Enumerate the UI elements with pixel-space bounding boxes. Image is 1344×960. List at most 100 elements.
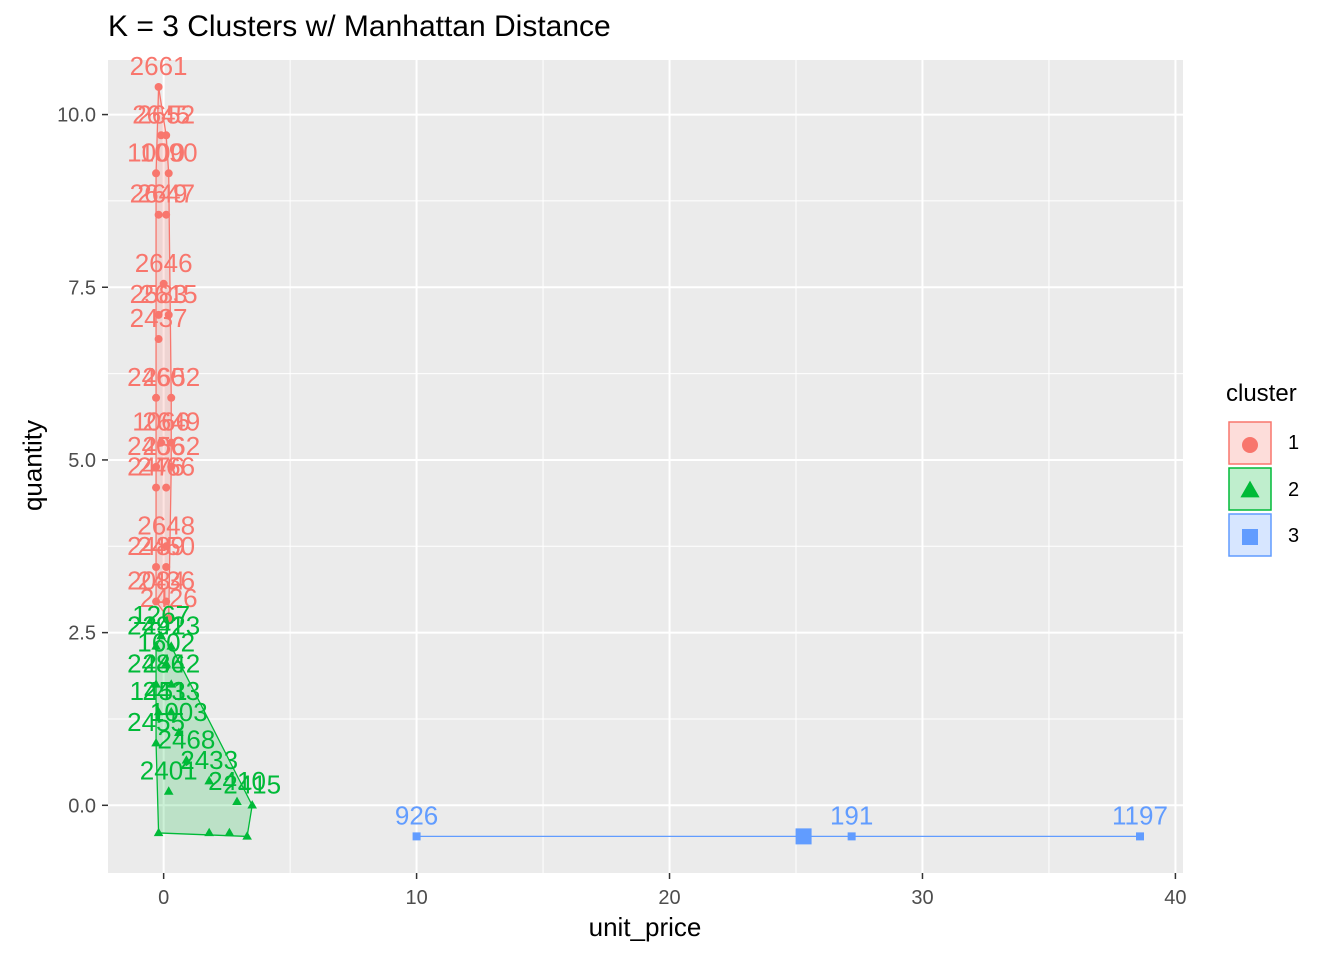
cluster-1-point-label: 2084: [127, 566, 185, 596]
cluster-1-point: [152, 563, 161, 572]
cluster-2-point: [174, 727, 184, 736]
cluster-2-point-label: 2433: [180, 745, 238, 775]
cluster-2-point-label: 2423: [142, 610, 200, 640]
cluster-1-point: [154, 335, 163, 344]
cluster-1-point-label: 2647: [137, 179, 195, 209]
legend-key-3-shape: [1242, 529, 1258, 545]
cluster-1-point-label: 2648: [137, 510, 195, 540]
cluster-1-point-label: 2406: [127, 431, 185, 461]
cluster-1-point-label: 2645: [132, 99, 190, 129]
cluster-2-point: [166, 641, 177, 650]
y-tick-label: 7.5: [68, 277, 96, 299]
cluster-1-point-label: 2649: [142, 407, 200, 437]
cluster-1-point: [162, 131, 171, 140]
cluster-1-point-label: 2450: [137, 531, 195, 561]
cluster-2-point-label: 2415: [223, 769, 281, 799]
cluster-2-point: [163, 786, 174, 795]
cluster-1-point: [152, 483, 161, 492]
cluster-1-point: [154, 310, 163, 319]
cluster-1-point: [162, 483, 171, 492]
cluster-1-point-label: 1066: [132, 407, 190, 437]
y-tick-label: 10.0: [57, 105, 96, 127]
y-tick-label: 2.5: [68, 623, 96, 645]
cluster-2-point-label: 1267: [132, 600, 190, 630]
cluster-2-point: [247, 800, 257, 809]
cluster-1-point-label: 1090: [140, 137, 198, 167]
legend: [1228, 421, 1272, 557]
cluster-3-point: [1136, 832, 1144, 841]
cluster-2-point: [151, 679, 161, 688]
cluster-1-point: [162, 210, 171, 219]
major-gridlines: [108, 60, 1183, 873]
cluster-3-centroid: [795, 828, 812, 845]
cluster-3-point-label: 191: [830, 800, 873, 830]
cluster-2-point-label: 2491: [127, 610, 185, 640]
cluster-1-point-label: 1000: [127, 137, 185, 167]
cluster-3-point-label: 926: [395, 800, 438, 830]
cluster-3-point-label: 1197: [1112, 800, 1168, 830]
cluster-2-point: [166, 706, 177, 716]
plot-panel: [108, 60, 1183, 873]
cluster-2-point: [151, 737, 161, 747]
cluster-1-point: [152, 393, 161, 402]
cluster-2-point-label: 2455: [127, 707, 185, 737]
cluster-2-point: [153, 827, 164, 837]
cluster-1-point: [152, 597, 161, 606]
x-tick-label: 30: [911, 887, 933, 909]
cluster-1-point-label: 2652: [137, 99, 195, 129]
y-tick-label: 0.0: [68, 795, 96, 817]
y-tick-label: 5.0: [68, 450, 96, 472]
x-tick-label: 40: [1164, 887, 1186, 909]
legend-key-3: [1228, 513, 1272, 557]
x-tick-label: 20: [658, 887, 680, 909]
cluster-1-point-label: 2460: [127, 362, 185, 392]
cluster-1-point-label: 2652: [142, 362, 200, 392]
cluster-2-point: [242, 831, 252, 840]
cluster-2-point-label: 2433: [142, 676, 200, 706]
cluster-2-point: [224, 827, 235, 837]
point-labels: 2661264526521000109026492647264625832615…: [127, 51, 1168, 830]
cluster-1-point-label: 2437: [130, 303, 188, 333]
cluster-2-point: [181, 755, 192, 764]
cluster-2-point: [151, 641, 161, 650]
cluster-1-point: [162, 563, 171, 572]
cluster-2-point: [232, 796, 242, 806]
cluster-1-point: [162, 597, 171, 606]
legend-key-1-shape: [1242, 437, 1258, 453]
cluster-2-point-label: 2401: [140, 755, 198, 785]
cluster-1-point: [159, 279, 168, 288]
cluster-2-point-label: 2486: [127, 648, 185, 678]
cluster-1-point: [157, 438, 166, 447]
x-tick-label: 10: [405, 887, 427, 909]
cluster-1-point-label: 2583: [130, 279, 188, 309]
cluster-1-point: [152, 169, 161, 178]
cluster-2-point-label: 2442: [142, 648, 200, 678]
x-axis-label: unit_price: [588, 912, 702, 942]
cluster-1-point: [164, 614, 173, 623]
cluster-1-point: [152, 462, 161, 471]
cluster-1-point: [167, 462, 176, 471]
cluster-1-point-label: 2476: [127, 452, 185, 482]
cluster-1-point: [164, 310, 173, 319]
cluster-1-point-label: 2649: [130, 179, 188, 209]
cluster-2-point: [153, 706, 164, 716]
cluster-2-point-label: 2410: [208, 766, 266, 796]
legend-label-3: 3: [1288, 525, 1300, 547]
cluster-2-point-label: 1602: [137, 628, 195, 658]
axis-ticks: 0 10 20 30 40 0.0 2.5 5.0 7.5 10.0: [57, 105, 1186, 909]
cluster-1-point: [164, 169, 173, 178]
legend-label-1: 1: [1288, 432, 1300, 454]
chart-title: K = 3 Clusters w/ Manhattan Distance: [108, 10, 611, 43]
cluster-2-point: [204, 775, 214, 785]
x-tick-label: 0: [158, 887, 169, 909]
minor-gridlines: [108, 60, 1183, 873]
cluster-2-point: [161, 658, 171, 667]
cluster-1-point: [167, 438, 176, 447]
cluster-1-point-label: 2426: [140, 583, 198, 613]
cluster-1-point: [167, 393, 176, 402]
cluster-3-point: [412, 832, 421, 841]
cluster-1-point: [154, 82, 163, 91]
cluster-1-point: [154, 210, 163, 219]
cluster-1-point-label: 2436: [137, 566, 195, 596]
